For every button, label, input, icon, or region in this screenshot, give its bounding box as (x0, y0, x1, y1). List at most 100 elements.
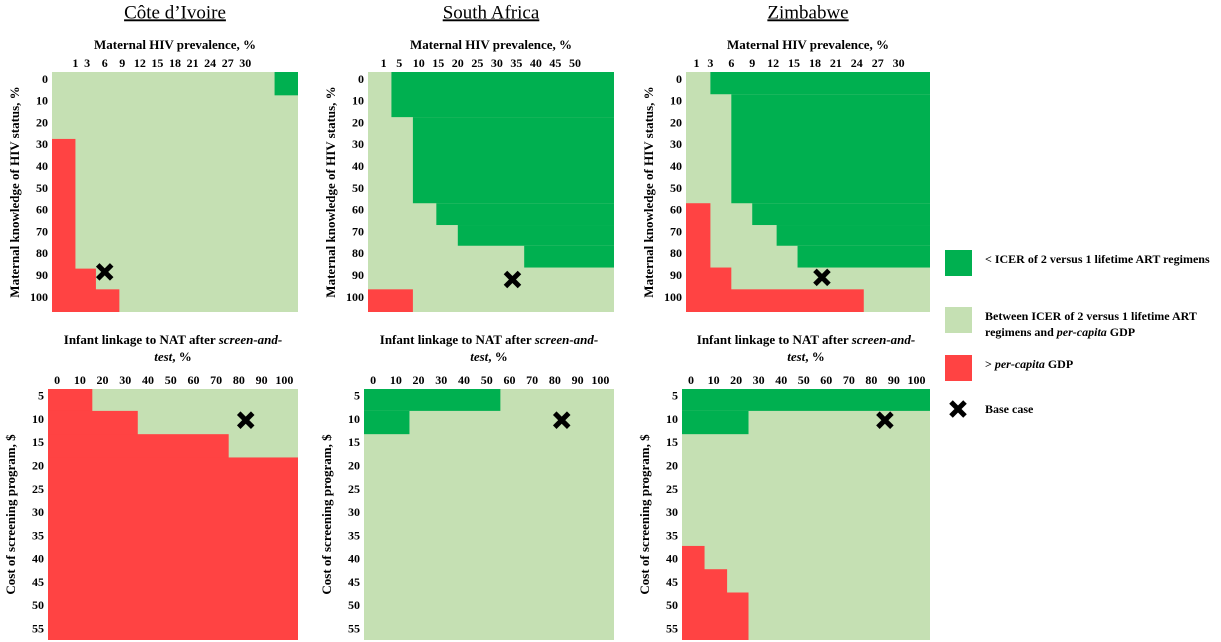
region (797, 245, 930, 268)
y-tick-label: 20 (670, 115, 682, 129)
x-tick-label: 40 (775, 373, 787, 387)
x-tick-label: 27 (222, 56, 234, 70)
y-tick-label: 40 (352, 159, 364, 173)
x-tick-label: 35 (510, 56, 522, 70)
y-tick-label: 35 (32, 528, 44, 542)
y-tick-label: 40 (348, 552, 360, 566)
y-tick-label: 0 (42, 72, 48, 86)
x-tick-label: 50 (569, 56, 581, 70)
x-tick-label: 70 (843, 373, 855, 387)
x-tick-label: 50 (481, 373, 493, 387)
x-axis-label: Infant linkage to NAT after screen-and-t… (63, 331, 283, 365)
y-tick-label: 90 (352, 268, 364, 282)
x-tick-label: 100 (275, 373, 293, 387)
x-tick-label: 21 (187, 56, 199, 70)
legend-swatch (945, 250, 972, 276)
y-tick-label: 20 (666, 459, 678, 473)
x-tick-label: 12 (767, 56, 779, 70)
region (436, 203, 614, 226)
label-segment: per-capita (994, 357, 1045, 371)
y-tick-label: 90 (36, 268, 48, 282)
panel-title: Côte d’Ivoire (124, 2, 226, 23)
y-tick-label: 0 (676, 72, 682, 86)
x-tick-label: 21 (830, 56, 842, 70)
y-tick-label: 30 (32, 505, 44, 519)
legend-label: < ICER of 2 versus 1 lifetime ART regime… (985, 251, 1219, 267)
region (524, 245, 614, 268)
x-tick-label: 30 (119, 373, 131, 387)
x-tick-label: 0 (370, 373, 376, 387)
y-tick-label: 0 (358, 72, 364, 86)
base-case-marker (552, 411, 571, 429)
base-case-marker (876, 411, 894, 429)
x-tick-label: 30 (753, 373, 765, 387)
y-tick-label: 80 (352, 246, 364, 260)
region (368, 289, 413, 312)
label-segment: Maternal HIV prevalence, % (410, 37, 572, 52)
region (412, 117, 614, 204)
x-tick-label: 24 (204, 56, 216, 70)
y-tick-label: 5 (354, 389, 360, 403)
y-tick-label: 55 (666, 622, 678, 636)
x-tick-label: 10 (74, 373, 86, 387)
y-tick-label: 30 (348, 505, 360, 519)
y-tick-label: 45 (348, 575, 360, 589)
x-axis-label: Infant linkage to NAT after screen-and-t… (696, 331, 916, 365)
panel-title: Zimbabwe (767, 2, 848, 23)
x-tick-label: 80 (233, 373, 245, 387)
label-segment: Infant linkage to NAT after (696, 332, 852, 347)
y-tick-label: 60 (670, 203, 682, 217)
y-tick-label: 50 (348, 598, 360, 612)
y-tick-label: 45 (32, 575, 44, 589)
label-segment: Between ICER of 2 versus 1 lifetime ART … (985, 309, 1197, 339)
y-tick-label: 40 (36, 159, 48, 173)
base-case-marker (503, 270, 522, 289)
x-tick-label: 24 (851, 56, 863, 70)
y-axis-label: Maternal knowledge of HIV status, % (641, 86, 656, 297)
base-case-marker (949, 400, 967, 418)
label-segment: , % (172, 349, 192, 364)
x-tick-label: 1 (693, 56, 699, 70)
x-tick-label: 80 (865, 373, 877, 387)
x-axis-label: Infant linkage to NAT after screen-and-t… (379, 331, 599, 365)
label-segment: Maternal HIV prevalence, % (727, 37, 889, 52)
label-segment: < ICER of 2 versus 1 lifetime ART regime… (985, 252, 1210, 266)
x-tick-label: 18 (809, 56, 821, 70)
x-tick-label: 0 (54, 373, 60, 387)
y-tick-label: 20 (352, 115, 364, 129)
x-tick-label: 50 (798, 373, 810, 387)
x-axis-label: Maternal HIV prevalence, % (698, 36, 918, 53)
x-tick-label: 90 (888, 373, 900, 387)
legend-swatch (945, 307, 972, 333)
y-tick-label: 40 (32, 552, 44, 566)
label-segment: GDP (1044, 357, 1074, 371)
y-tick-label: 100 (346, 290, 364, 304)
x-tick-label: 60 (503, 373, 515, 387)
x-tick-label: 40 (142, 373, 154, 387)
legend-label: Base case (985, 402, 1034, 416)
panel-title: South Africa (443, 2, 540, 23)
y-tick-label: 10 (36, 94, 48, 108)
x-tick-label: 1 (72, 56, 78, 70)
y-tick-label: 50 (666, 598, 678, 612)
region (682, 592, 749, 640)
x-tick-label: 100 (591, 373, 609, 387)
y-axis-label: Cost of screening program, $ (637, 434, 652, 595)
label-segment: per-capita (1056, 325, 1107, 339)
x-tick-label: 30 (435, 373, 447, 387)
y-axis-label: Maternal knowledge of HIV status, % (7, 86, 22, 297)
x-axis-label: Maternal HIV prevalence, % (381, 36, 601, 53)
label-segment: GDP (1106, 325, 1136, 339)
x-tick-label: 20 (452, 56, 464, 70)
x-tick-label: 25 (471, 56, 483, 70)
y-tick-label: 55 (32, 622, 44, 636)
y-tick-label: 10 (32, 412, 44, 426)
x-tick-label: 10 (413, 56, 425, 70)
label-segment: screen-and-test (154, 332, 283, 364)
x-tick-label: 9 (749, 56, 755, 70)
x-tick-label: 12 (134, 56, 146, 70)
y-tick-label: 10 (352, 94, 364, 108)
y-tick-label: 40 (666, 552, 678, 566)
y-tick-label: 40 (670, 159, 682, 173)
